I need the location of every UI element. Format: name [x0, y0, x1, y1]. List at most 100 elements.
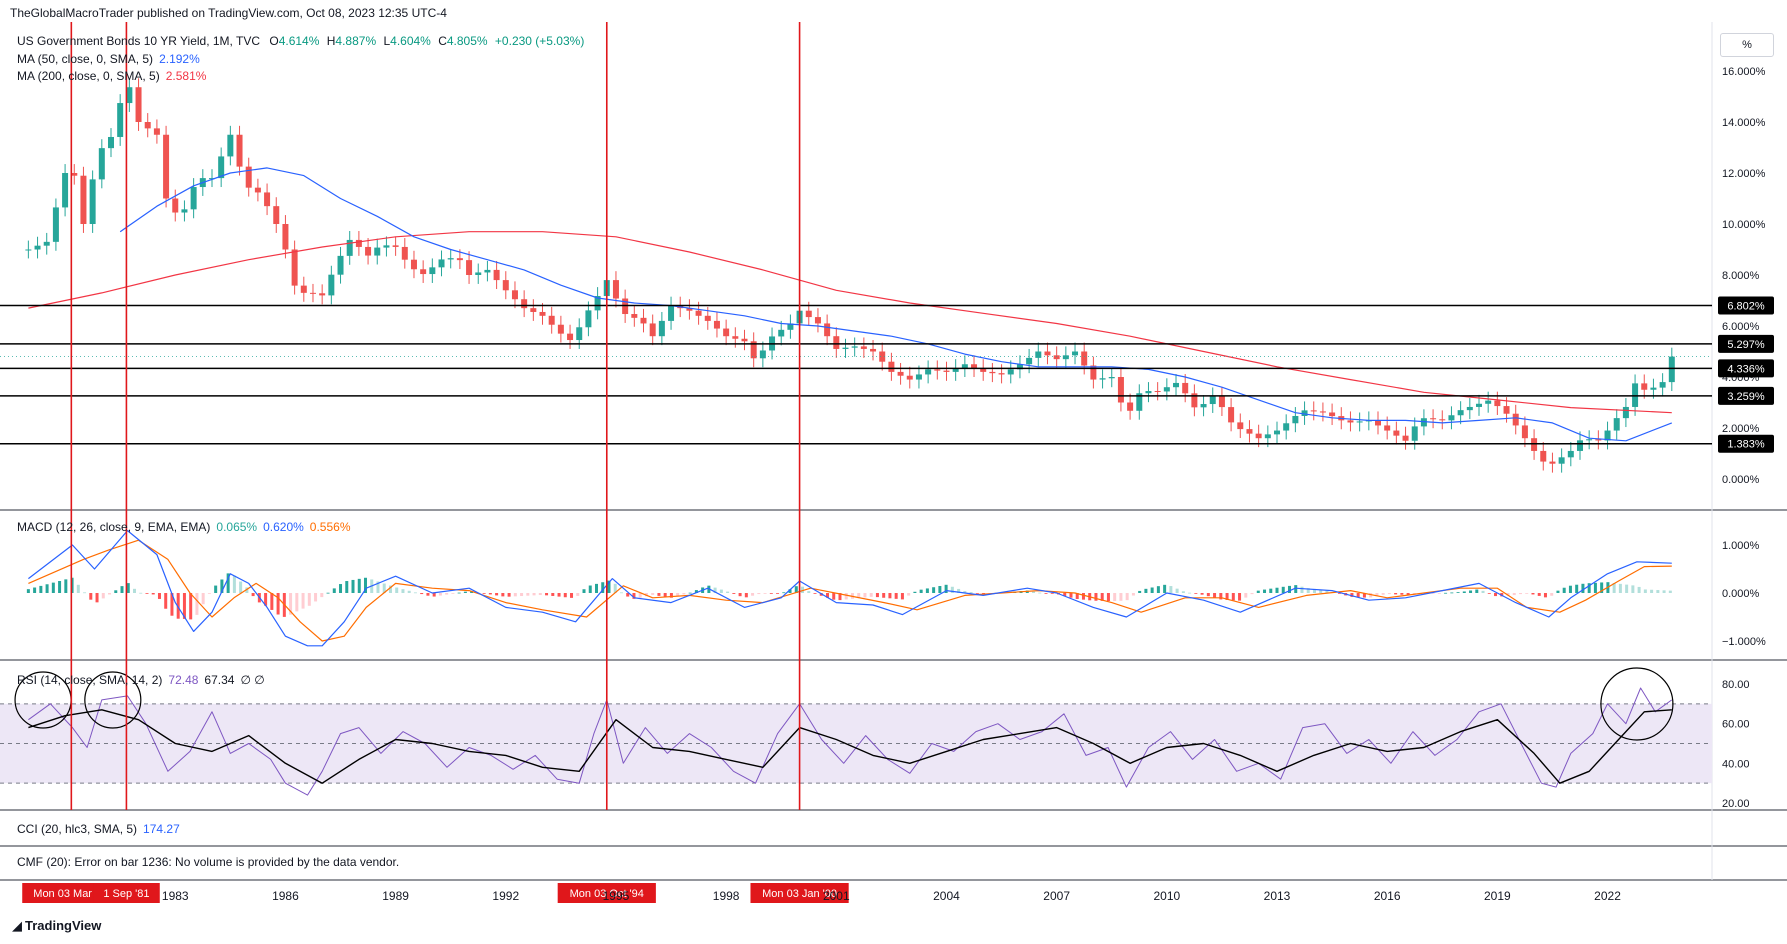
tradingview-logo[interactable]: ◢ TradingView: [12, 918, 101, 934]
macd-histogram-bar: [388, 585, 392, 593]
macd-histogram-bar: [669, 593, 673, 598]
macd-histogram-bar: [588, 585, 592, 593]
macd-histogram-bar: [1312, 588, 1316, 593]
cci-legend[interactable]: CCI (20, hlc3, SMA, 5) 174.27: [17, 822, 186, 836]
macd-histogram-bar: [1175, 588, 1179, 593]
macd-histogram-bar: [607, 580, 611, 593]
ma200-legend[interactable]: MA (200, close, 0, SMA, 5) 2.581%: [17, 69, 212, 83]
macd-histogram-bar: [451, 593, 455, 594]
rsi-legend[interactable]: RSI (14, close, SMA, 14, 2) 72.48 67.34 ∅ ∅: [17, 673, 271, 687]
price-candle-body: [539, 311, 546, 316]
macd-histogram-bar: [738, 593, 742, 597]
rsi-tick-label: 40.00: [1722, 758, 1750, 770]
macd-histogram-bar: [51, 582, 55, 593]
price-candle-body: [971, 364, 978, 369]
macd-histogram-bar: [1194, 593, 1198, 594]
price-candle-body: [511, 290, 518, 300]
symbol-label[interactable]: US Government Bonds 10 YR Yield, 1M, TVC: [17, 34, 261, 48]
price-candle-body: [576, 327, 583, 341]
macd-histogram-bar: [757, 593, 761, 595]
price-candle-body: [392, 245, 399, 247]
macd-histogram-bar: [1081, 593, 1085, 600]
macd-histogram-bar: [1494, 593, 1498, 597]
price-tick-label: 12.000%: [1722, 168, 1766, 180]
price-candle-body: [1420, 418, 1427, 427]
price-candle-body: [401, 246, 408, 260]
macd-histogram-bar: [913, 591, 917, 593]
price-candle-body: [934, 369, 941, 371]
macd-histogram-bar: [1600, 582, 1604, 593]
macd-histogram-bar: [1287, 585, 1291, 593]
vertical-marker-label: Mon 03 Jan '00: [762, 888, 837, 900]
macd-histogram-bar: [1431, 593, 1435, 594]
price-candle-body: [447, 258, 454, 260]
price-axis[interactable]: 0.000%2.000%4.000%6.000%8.000%10.000%12.…: [1718, 66, 1774, 810]
macd-histogram-bar: [1231, 593, 1235, 601]
rsi-value: 72.48: [168, 673, 199, 687]
price-candle-body: [438, 259, 445, 268]
vertical-marker-label: Mon 03 Mar '80: [33, 888, 109, 900]
price-candle-body: [704, 315, 711, 321]
macd-histogram-bar: [932, 587, 936, 593]
price-candle-body: [1007, 369, 1014, 375]
price-candle-body: [319, 293, 326, 296]
macd-histogram-bar: [794, 586, 798, 593]
macd-histogram-bar: [58, 581, 62, 593]
price-candle-body: [1274, 430, 1281, 435]
ma50-legend[interactable]: MA (50, close, 0, SMA, 5) 2.192%: [17, 52, 206, 66]
price-candle-body: [1650, 387, 1657, 390]
price-candle-body: [1512, 413, 1519, 426]
macd-histogram-bar: [1481, 590, 1485, 593]
time-tick-label: 2022: [1594, 889, 1621, 903]
price-candle-body: [1439, 419, 1446, 421]
rsi-ma-value: 67.34: [204, 673, 235, 687]
macd-histogram-bar: [345, 581, 349, 593]
macd-histogram-bar: [1456, 592, 1460, 593]
macd-histogram-bar: [1662, 590, 1666, 593]
price-candle-body: [814, 317, 821, 324]
vertical-marker-label: 1 Sep '81: [103, 888, 149, 900]
macd-histogram-bar: [1469, 590, 1473, 593]
macd-histogram-bar: [570, 593, 574, 598]
rsi-highlight-circle: [1600, 667, 1674, 741]
macd-histogram-bar: [732, 593, 736, 594]
macd-histogram-bar: [1650, 589, 1654, 593]
macd-histogram-bar: [832, 593, 836, 600]
macd-histogram-bar: [1119, 593, 1123, 601]
macd-histogram-bar: [382, 583, 386, 593]
macd-histogram-bar: [751, 593, 755, 596]
price-candle-body: [89, 179, 96, 224]
macd-tick-label: 0.000%: [1722, 588, 1760, 600]
horizontal-level-badge: [1718, 296, 1774, 315]
rsi-tick-label: 20.00: [1722, 798, 1750, 810]
price-candle-body: [897, 371, 904, 376]
macd-histogram-bar: [351, 579, 355, 593]
macd-histogram-bar: [151, 593, 155, 595]
macd-histogram-bar: [1038, 592, 1042, 594]
macd-histogram-bar: [189, 593, 193, 620]
macd-histogram-bar: [101, 593, 105, 599]
macd-histogram-bar: [1206, 593, 1210, 597]
macd-histogram-bar: [507, 593, 511, 597]
ma50-value: 2.192%: [159, 52, 200, 66]
time-axis[interactable]: 1983 1986 1989 1992 1995 1998 2001 2004 2007 2010…: [162, 889, 1621, 903]
price-candle-body: [1586, 439, 1593, 441]
macd-histogram-bar: [563, 593, 567, 598]
macd-histogram-bar: [1156, 586, 1160, 593]
cmf-legend[interactable]: CMF (20): Error on bar 1236: No volume i…: [17, 855, 405, 869]
macd-legend[interactable]: MACD (12, 26, close, 9, EMA, EMA) 0.065% 0…: [17, 520, 357, 534]
macd-histogram-bar: [132, 588, 136, 593]
macd-histogram-bar: [413, 592, 417, 594]
price-candle-body: [961, 364, 968, 369]
horizontal-level-label: 1.383%: [1727, 439, 1765, 451]
price-tick-label: 2.000%: [1722, 423, 1760, 435]
macd-histogram-bar: [45, 584, 49, 593]
macd-value: 0.620%: [263, 520, 304, 534]
macd-histogram-bar: [1050, 593, 1054, 594]
macd-histogram-bar: [251, 593, 255, 597]
macd-pane: [26, 529, 1672, 647]
price-candle-body: [218, 156, 225, 179]
macd-histogram-bar: [1319, 589, 1323, 593]
macd-histogram-bar: [1075, 593, 1079, 599]
axis-unit-button[interactable]: %: [1720, 33, 1774, 57]
